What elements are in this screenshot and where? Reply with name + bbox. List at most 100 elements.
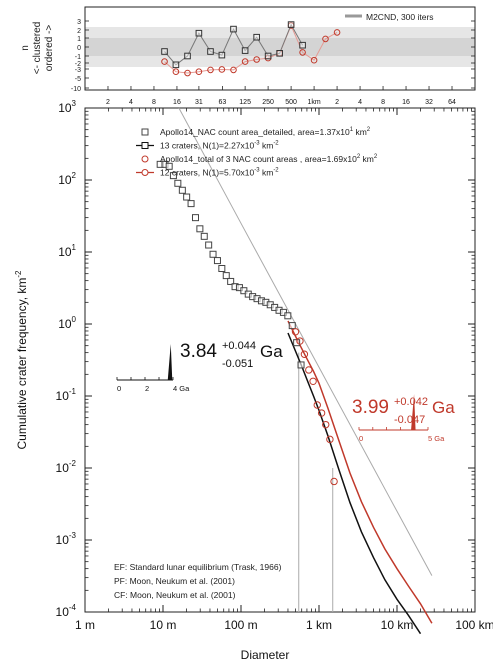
data-point-square <box>188 201 194 207</box>
data-point-square <box>206 242 212 248</box>
randomness-y-tick-label: 1 <box>77 36 81 43</box>
y-tick-exponent: -4 <box>69 603 77 612</box>
age-minus: -0.047 <box>394 414 425 426</box>
y-tick-base: 10 <box>56 389 70 403</box>
randomness-point-square <box>242 48 248 54</box>
legend-text: Apollo14_NAC count area_detailed, area=1… <box>160 127 350 137</box>
randomness-point-square <box>288 22 294 28</box>
y-tick-label: 10-4 <box>56 603 77 619</box>
randomness-y-tick-label: -1 <box>75 54 81 61</box>
x-tick-label: 100 km <box>455 618 493 632</box>
y-tick-label: 10-1 <box>56 387 77 403</box>
randomness-y-tick-label: -10 <box>71 86 81 93</box>
randomness-point-square <box>231 26 237 32</box>
randomness-x-tick-label: 64 <box>448 99 456 106</box>
randomness-ylabel-clustered: <- clustered <box>32 22 43 75</box>
y-tick-base: 10 <box>58 317 72 331</box>
randomness-point-square <box>254 34 260 40</box>
randomness-point-square <box>219 52 225 58</box>
x-tick-label: 10 km <box>381 618 414 632</box>
randomness-x-tick-label: 1km <box>307 99 320 106</box>
csfd-legend: Apollo14_NAC count area_detailed, area=1… <box>136 127 378 178</box>
randomness-x-tick-label: 2 <box>335 99 339 106</box>
randomness-x-tick-label: 8 <box>152 99 156 106</box>
legend-entry-label: 12 craters, N(1)=5.70x10-3 km-2 <box>160 168 279 178</box>
randomness-x-tick-label: 125 <box>239 99 251 106</box>
data-point-square <box>201 233 207 239</box>
age-distribution-peak <box>168 344 173 380</box>
age-minus: -0.051 <box>222 358 253 370</box>
randomness-point-square <box>196 30 202 36</box>
legend-entry-label: Apollo14_total of 3 NAC count areas , ar… <box>160 154 378 164</box>
randomness-point-square <box>185 53 191 59</box>
data-point-square <box>192 215 198 221</box>
y-tick-exponent: -3 <box>69 531 77 540</box>
model-annotation: CF: Moon, Neukum et al. (2001) <box>114 590 236 600</box>
randomness-legend-label: M2CND, 300 iters <box>366 12 434 22</box>
randomness-x-tick-label: 250 <box>262 99 274 106</box>
randomness-x-tick-label: 16 <box>173 99 181 106</box>
randomness-point-square <box>277 51 283 57</box>
randomness-y-tick-label: 3 <box>77 19 81 26</box>
x-tick-label: 1 km <box>306 618 332 632</box>
model-curve <box>288 321 432 623</box>
randomness-x-ticks: 2 4 8 16 31 63 125 250 500 1km 2 4 8 16 32 64 <box>106 86 456 106</box>
y-tick-exponent: 3 <box>72 99 77 108</box>
csfd-y-axis-label: Cumulative crater frequency, km-2 <box>14 270 29 450</box>
legend-unit: km <box>353 127 367 137</box>
data-point-square <box>223 273 229 279</box>
randomness-y-tick-label: 2 <box>77 28 81 35</box>
randomness-x-tick-label: 16 <box>402 99 410 106</box>
y-tick-base: 10 <box>56 461 70 475</box>
randomness-y-axis-label: n <- clustered ordered -> <box>20 22 55 75</box>
legend-circle-marker <box>142 170 148 176</box>
x-tick-label: 1 m <box>75 618 95 632</box>
randomness-point-square <box>173 62 179 68</box>
legend-text: 13 craters, N(1)=2.27x10 <box>160 141 255 151</box>
data-point-square <box>197 226 203 232</box>
randomness-x-tick-label: 4 <box>129 99 133 106</box>
legend-square-marker <box>142 129 148 135</box>
randomness-legend: M2CND, 300 iters <box>345 12 434 22</box>
y-tick-label: 102 <box>58 171 76 187</box>
data-point-square <box>184 194 190 200</box>
y-tick-exponent: -2 <box>69 459 77 468</box>
data-point-square <box>214 258 220 264</box>
legend-circle-marker <box>142 156 148 162</box>
csfd-data-series <box>157 161 337 484</box>
model-annotation: PF: Moon, Neukum et al. (2001) <box>114 576 235 586</box>
randomness-point-square <box>265 53 271 59</box>
randomness-point-square <box>300 42 306 48</box>
age-unit: Ga <box>260 342 283 361</box>
y-tick-label: 10-2 <box>56 459 77 475</box>
data-point-circle <box>306 367 312 373</box>
legend-sup2: 2 <box>374 154 378 160</box>
randomness-ylabel-n: n <box>20 45 31 51</box>
age-axis-label: 4 Ga <box>173 384 190 393</box>
legend-sup2: 2 <box>367 127 371 133</box>
csfd-annotations: EF: Standard lunar equilibrium (Trask, 1… <box>114 562 282 600</box>
age-axis-label: 0 <box>117 384 121 393</box>
age-value: 3.99 <box>352 397 389 418</box>
randomness-x-tick-label: 2 <box>106 99 110 106</box>
randomness-y-tick-label: -3 <box>75 67 81 74</box>
csfd-y-axis-title: Cumulative crater frequency, km-2 <box>14 270 29 450</box>
randomness-x-tick-label: 63 <box>219 99 227 106</box>
randomness-point-square <box>208 49 214 55</box>
randomness-x-tick-label: 4 <box>358 99 362 106</box>
y-tick-exponent: -1 <box>69 387 77 396</box>
randomness-x-tick-label: 500 <box>285 99 297 106</box>
legend-unit: km <box>260 141 274 151</box>
legend-text: 12 craters, N(1)=5.70x10 <box>160 168 255 178</box>
data-point-square <box>179 187 185 193</box>
data-point-circle <box>310 378 316 384</box>
age-axis-label: 5 Ga <box>428 434 445 443</box>
y-tick-label: 10-3 <box>56 531 77 547</box>
legend-entry-label: Apollo14_NAC count area_detailed, area=1… <box>160 127 371 137</box>
y-tick-base: 10 <box>58 245 72 259</box>
y-tick-base: 10 <box>56 533 70 547</box>
legend-text: Apollo14_total of 3 NAC count areas , ar… <box>160 154 357 164</box>
